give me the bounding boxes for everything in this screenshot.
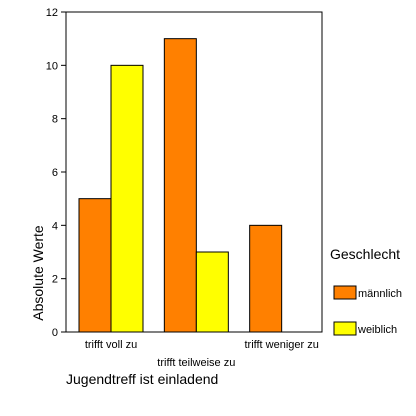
x-axis-title: Jugendtreff ist einladend [66, 371, 218, 387]
bar-männlich-1 [163, 38, 197, 333]
bar-weiblich-0 [110, 64, 144, 333]
x-axis: trifft voll zu trifft teilweise zu trifft … [85, 339, 319, 369]
y-tick-label: 10 [46, 60, 58, 72]
y-tick-label: 0 [52, 327, 58, 339]
y-axis: 0 2 4 6 8 10 12 [46, 7, 66, 339]
y-tick-label: 12 [46, 7, 58, 19]
category-label: trifft weniger zu [244, 339, 318, 351]
category-label: trifft teilweise zu [157, 357, 235, 369]
legend-title: Geschlecht [330, 246, 400, 262]
category-label: trifft voll zu [85, 339, 137, 351]
legend-swatch [333, 321, 357, 336]
y-tick-label: 6 [52, 167, 58, 179]
bar-weiblich-1 [195, 251, 229, 333]
y-axis-title: Absolute Werte [30, 225, 46, 321]
bar-männlich-0 [78, 198, 112, 333]
y-tick-label: 4 [52, 220, 58, 232]
legend-label: weiblich [357, 324, 397, 336]
bar-männlich-2 [249, 224, 283, 333]
y-tick-label: 2 [52, 274, 58, 286]
legend-swatch [333, 285, 357, 300]
bars-group [78, 38, 283, 333]
legend: Geschlecht männlich weiblich [330, 246, 402, 336]
y-tick-label: 8 [52, 114, 58, 126]
legend-label: männlich [358, 288, 402, 300]
